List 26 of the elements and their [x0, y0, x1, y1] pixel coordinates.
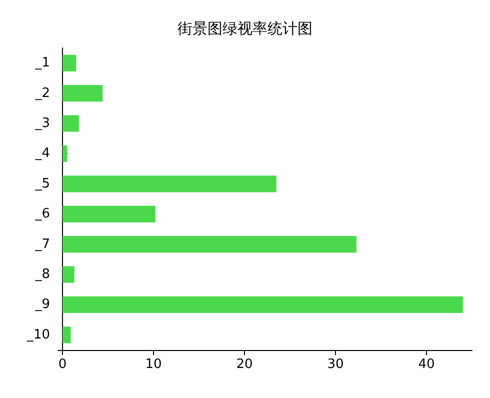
y-tick-label: _5 — [34, 176, 50, 192]
bar — [62, 206, 156, 222]
x-tick-label: 30 — [327, 357, 344, 372]
bar — [62, 84, 103, 102]
bar — [62, 54, 76, 72]
y-tick-label: _7 — [34, 236, 50, 252]
y-tick-label: _2 — [34, 86, 50, 101]
y-tick-label: _6 — [34, 206, 50, 222]
chart-title: 街景图绿视率统计图 — [178, 20, 312, 38]
y-tick-label: _4 — [34, 146, 50, 162]
x-tick-label: 10 — [145, 357, 162, 372]
bar — [62, 296, 463, 314]
y-tick-label: _10 — [26, 327, 50, 342]
bar — [62, 145, 68, 162]
bar — [62, 326, 71, 344]
bar — [62, 236, 356, 253]
bar — [62, 115, 79, 132]
bar — [62, 266, 74, 283]
x-tick-label: 0 — [58, 357, 67, 372]
x-tick-label: 20 — [236, 357, 253, 372]
y-tick-label: _3 — [34, 116, 50, 131]
y-tick-label: _8 — [34, 267, 50, 282]
x-tick-label: 40 — [418, 357, 435, 372]
y-tick-label: _1 — [34, 56, 50, 71]
y-tick-label: _9 — [34, 297, 50, 312]
bar — [62, 176, 276, 192]
